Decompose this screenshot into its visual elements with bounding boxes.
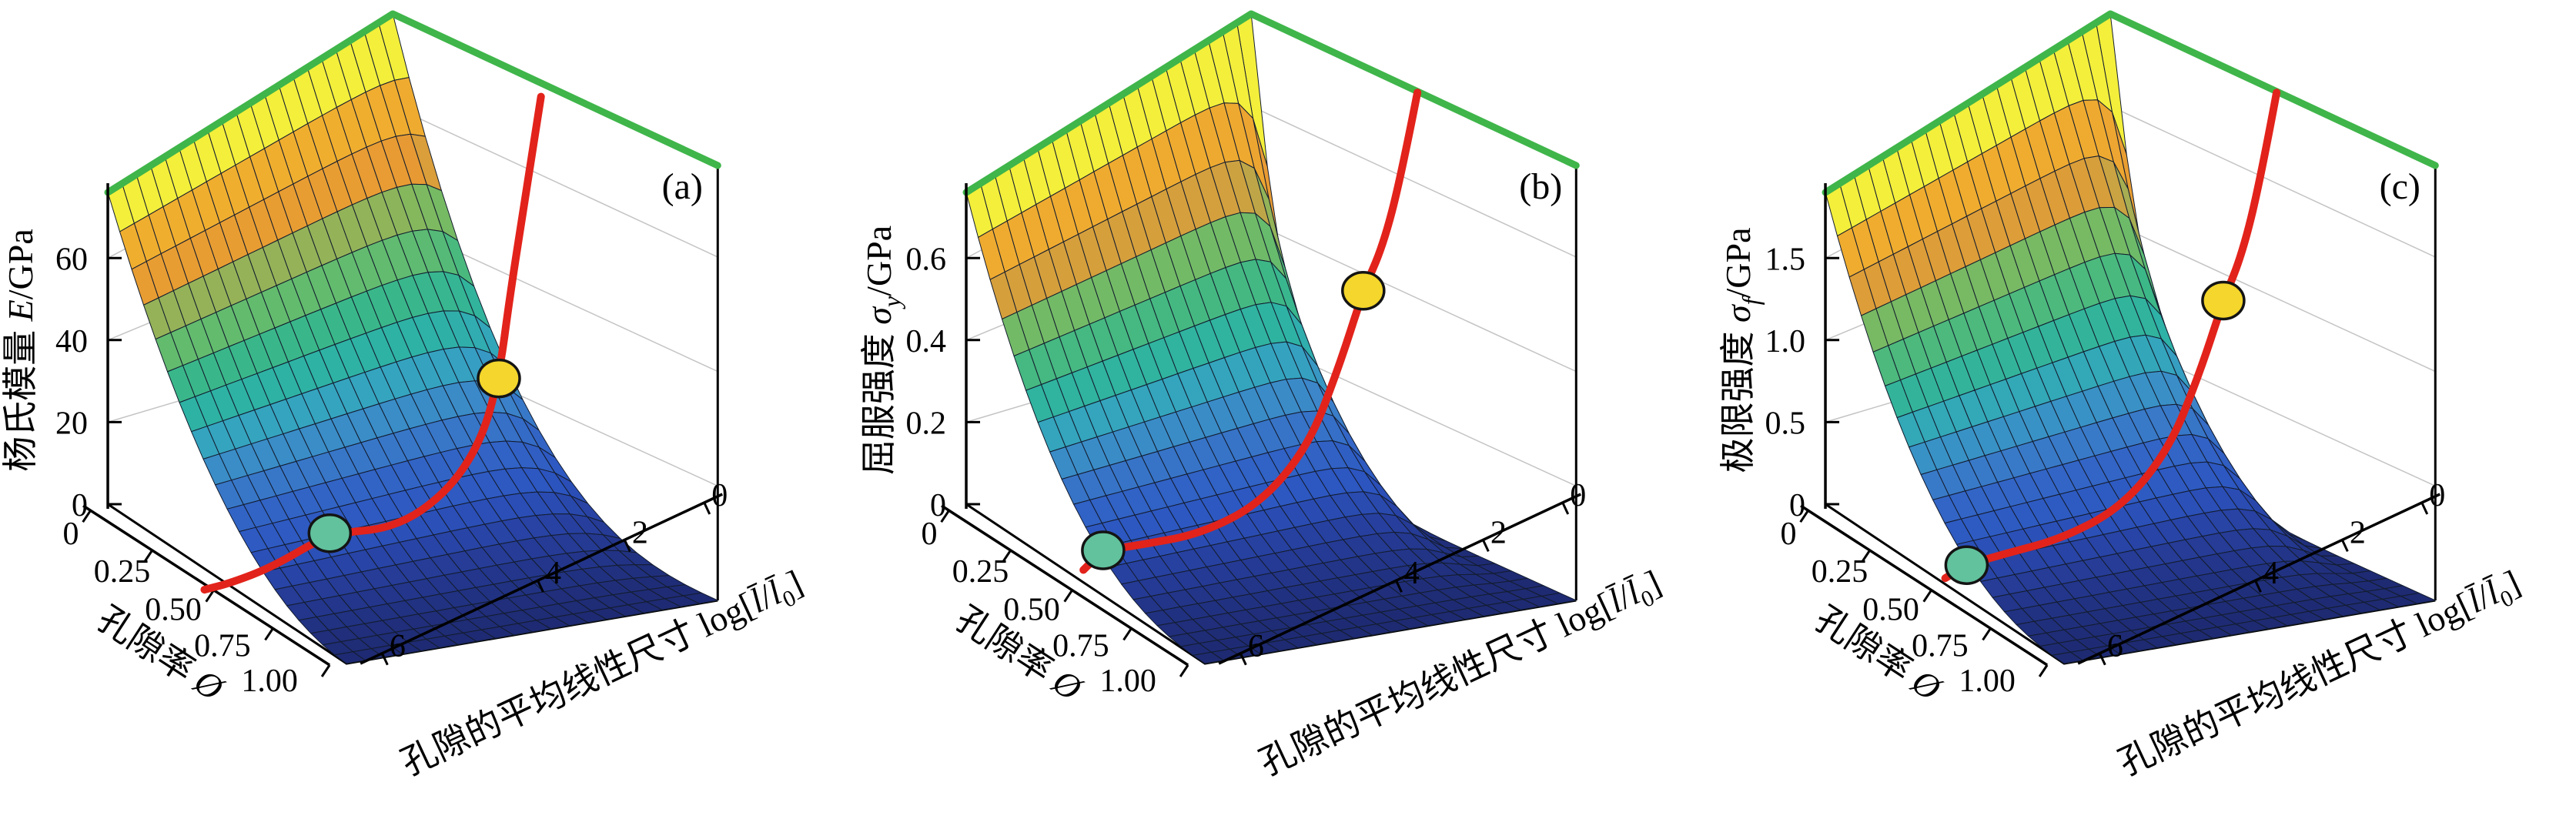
teal-marker	[1081, 530, 1126, 570]
x-tick-label: 1.00	[1959, 664, 2016, 699]
surface-mesh	[107, 13, 718, 664]
x-tick-label: 0.50	[1862, 592, 1919, 627]
z-axis-label: 杨氏模量 E/GPa	[1, 229, 40, 472]
panel-label: (b)	[1520, 166, 1563, 207]
panel-b: 0.6 0.4 0.2 0 0 0.25 0.50 0.75 1.00 6 4 2 0 屈服强度 σy/G…	[858, 0, 1717, 819]
z-tick-label: 0	[930, 488, 946, 523]
z-tick-label: 1.0	[1765, 324, 1805, 359]
y-tick-label: 4	[1403, 556, 1420, 591]
y-tick-label: 6	[390, 629, 406, 664]
yellow-marker	[1341, 270, 1386, 311]
panel-a: 60 40 20 0 0 0.25 0.50 0.75 1.00 6 4 2 0 杨氏模量 E/GPa 孔隙…	[0, 0, 858, 819]
z-tick-label: 1.5	[1765, 242, 1805, 277]
x-tick-label: 0.50	[145, 592, 202, 627]
z-tick-label: 40	[55, 324, 88, 359]
y-tick-label: 0	[2429, 478, 2445, 513]
green-top-edge-line	[962, 10, 1581, 196]
y-tick-label: 4	[2263, 556, 2279, 591]
red-trajectory-curve	[200, 92, 545, 594]
yellow-marker	[2200, 280, 2246, 321]
y-tick-label: 6	[1248, 629, 1264, 664]
y-tick-label: 6	[2107, 629, 2123, 664]
panel-c: 1.5 1.0 0.5 0 0 0.25 0.50 0.75 1.00 6 4 2 0 极限强度 σf/G…	[1718, 0, 2576, 819]
x-tick-label: 0.75	[194, 629, 251, 664]
x-tick-label: 0.25	[94, 554, 151, 590]
z-tick-label: 0.5	[1765, 406, 1805, 441]
y-tick-label: 0	[1571, 478, 1587, 513]
x-tick-label: 1.00	[1100, 664, 1157, 699]
x-tick-label: 0	[63, 516, 79, 552]
x-tick-label: 1.00	[241, 664, 298, 699]
x-tick-label: 0	[1780, 516, 1796, 552]
z-axis-label: 屈服强度 σy/GPa	[859, 226, 905, 475]
panel-label: (c)	[2379, 166, 2420, 207]
y-tick-label: 2	[1490, 515, 1507, 550]
z-axis-label: 极限强度 σf/GPa	[1718, 227, 1765, 473]
x-tick-label: 0.25	[1811, 554, 1868, 590]
x-tick-label: 0.25	[952, 554, 1009, 590]
z-tick-label: 60	[55, 242, 88, 277]
z-tick-label: 0	[1789, 488, 1805, 523]
z-tick-label: 0.2	[906, 406, 947, 441]
x-tick-label: 0	[922, 516, 938, 552]
red-trajectory-curve	[1079, 89, 1422, 574]
z-tick-label: 0.4	[906, 324, 947, 359]
panel-label: (a)	[662, 166, 703, 207]
green-top-edge-line	[1822, 10, 2439, 196]
y-tick-label: 2	[632, 515, 648, 550]
teal-marker	[1944, 545, 1989, 585]
green-top-edge-line	[104, 10, 721, 196]
red-trajectory-curve	[1941, 89, 2280, 583]
yellow-marker	[477, 358, 521, 399]
y-tick-label: 0	[711, 478, 728, 513]
y-tick-label: 2	[2349, 515, 2365, 550]
x-tick-label: 0.50	[1004, 592, 1061, 627]
z-tick-label: 0.6	[906, 242, 947, 277]
z-tick-label: 20	[55, 406, 88, 441]
teal-marker	[307, 513, 353, 553]
surface-mesh	[965, 13, 1577, 664]
z-tick-label: 0	[72, 488, 88, 523]
y-tick-label: 4	[545, 556, 561, 591]
x-tick-label: 0.75	[1912, 629, 1969, 664]
x-tick-label: 0.75	[1052, 629, 1109, 664]
